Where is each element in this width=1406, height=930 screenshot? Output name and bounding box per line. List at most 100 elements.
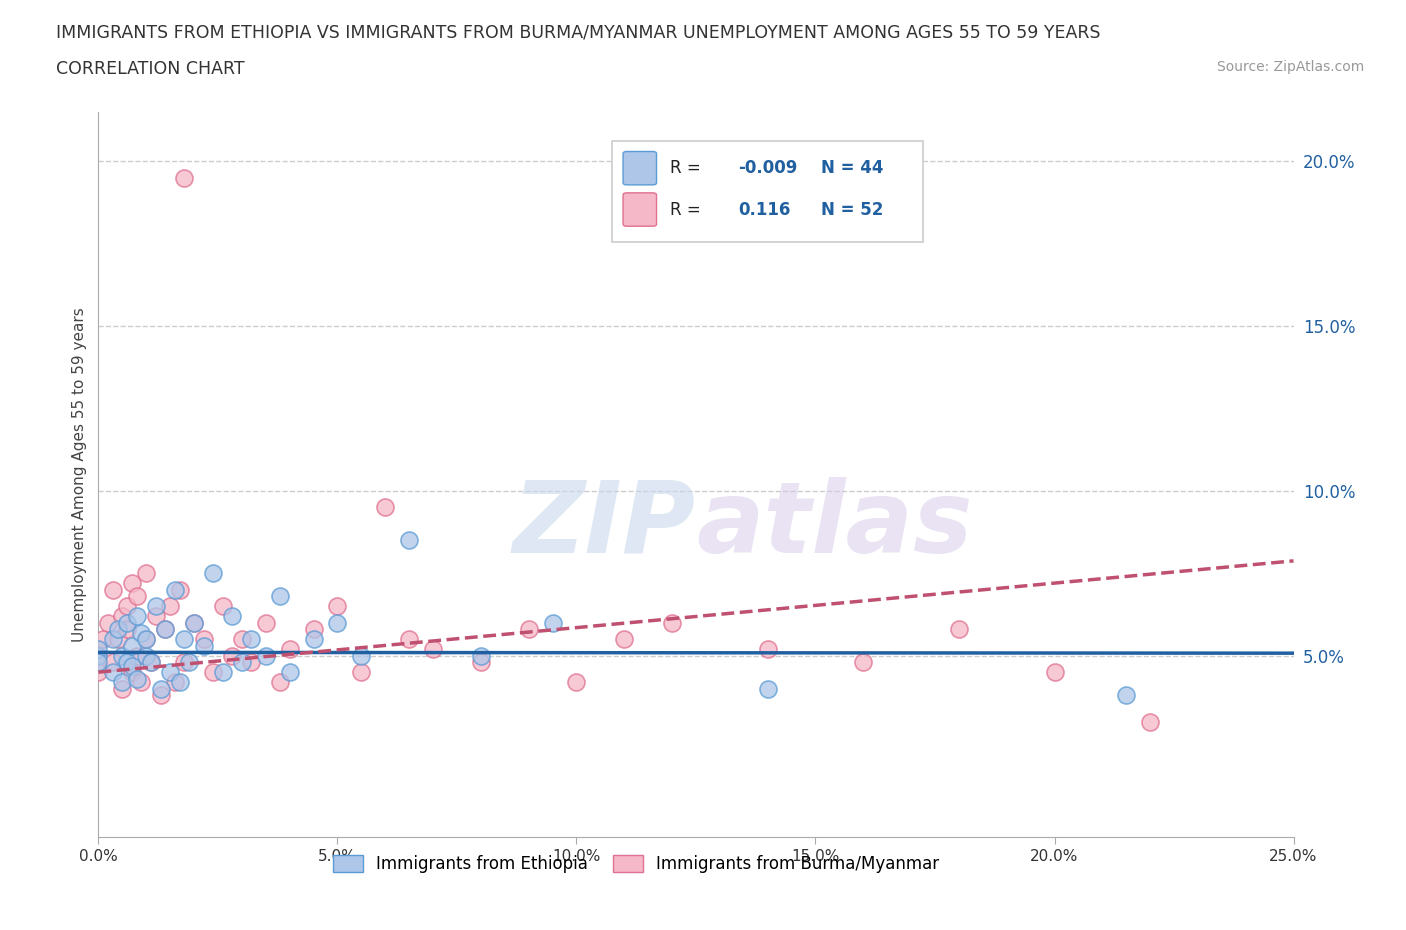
Point: [613, 631, 636, 646]
Point: [107, 622, 129, 637]
Point: [101, 655, 124, 670]
Point: [565, 674, 588, 689]
Point: [155, 622, 177, 637]
Point: [121, 665, 143, 680]
Point: [269, 589, 291, 604]
Point: [149, 688, 172, 703]
Point: [111, 608, 134, 623]
Point: [231, 631, 253, 646]
Point: [398, 533, 420, 548]
Point: [115, 622, 138, 637]
Point: [422, 642, 444, 657]
Point: [115, 655, 138, 670]
Point: [111, 681, 134, 696]
Point: [169, 582, 191, 597]
Text: R =: R =: [669, 201, 700, 219]
Point: [125, 589, 148, 604]
Point: [756, 642, 779, 657]
Point: [87, 665, 110, 680]
Point: [159, 665, 181, 680]
Point: [278, 642, 301, 657]
Point: [948, 622, 970, 637]
Point: [145, 608, 167, 623]
Point: [115, 599, 138, 614]
Point: [163, 582, 186, 597]
Text: R =: R =: [669, 159, 700, 178]
Point: [87, 648, 110, 663]
Point: [125, 608, 148, 623]
Point: [173, 170, 195, 185]
Point: [470, 655, 492, 670]
Point: [254, 616, 277, 631]
Text: N = 52: N = 52: [821, 201, 884, 219]
Point: [163, 674, 186, 689]
Text: N = 44: N = 44: [821, 159, 884, 178]
Legend: Immigrants from Ethiopia, Immigrants from Burma/Myanmar: Immigrants from Ethiopia, Immigrants fro…: [326, 848, 946, 880]
Point: [202, 665, 225, 680]
Point: [470, 648, 492, 663]
Point: [350, 665, 373, 680]
FancyBboxPatch shape: [623, 152, 657, 185]
Point: [278, 665, 301, 680]
Point: [221, 608, 243, 623]
Point: [173, 631, 195, 646]
Point: [159, 599, 181, 614]
Point: [852, 655, 875, 670]
Text: atlas: atlas: [696, 476, 973, 574]
Point: [193, 638, 215, 653]
Point: [517, 622, 540, 637]
Point: [541, 616, 564, 631]
Point: [91, 631, 114, 646]
Y-axis label: Unemployment Among Ages 55 to 59 years: Unemployment Among Ages 55 to 59 years: [72, 307, 87, 642]
Point: [211, 665, 233, 680]
Point: [756, 681, 779, 696]
Point: [269, 674, 291, 689]
Point: [135, 631, 157, 646]
Point: [135, 648, 157, 663]
Point: [87, 655, 110, 670]
Point: [661, 616, 683, 631]
Point: [121, 576, 143, 591]
Point: [87, 648, 110, 663]
Point: [173, 655, 195, 670]
Point: [121, 638, 143, 653]
Point: [350, 648, 373, 663]
Point: [179, 655, 201, 670]
Point: [115, 616, 138, 631]
FancyBboxPatch shape: [613, 140, 922, 242]
Point: [101, 665, 124, 680]
Point: [97, 616, 120, 631]
Point: [326, 616, 349, 631]
Text: IMMIGRANTS FROM ETHIOPIA VS IMMIGRANTS FROM BURMA/MYANMAR UNEMPLOYMENT AMONG AGE: IMMIGRANTS FROM ETHIOPIA VS IMMIGRANTS F…: [56, 23, 1101, 41]
Point: [398, 631, 420, 646]
Point: [326, 599, 349, 614]
Point: [121, 658, 143, 673]
Point: [193, 631, 215, 646]
Point: [139, 655, 162, 670]
Point: [131, 674, 153, 689]
Point: [1115, 688, 1137, 703]
Point: [101, 631, 124, 646]
Point: [139, 655, 162, 670]
Point: [149, 681, 172, 696]
Point: [240, 631, 263, 646]
Point: [221, 648, 243, 663]
Point: [202, 565, 225, 580]
Point: [125, 648, 148, 663]
Text: CORRELATION CHART: CORRELATION CHART: [56, 60, 245, 78]
Point: [155, 622, 177, 637]
Point: [183, 616, 205, 631]
Text: 0.116: 0.116: [738, 201, 790, 219]
Point: [302, 622, 325, 637]
Text: Source: ZipAtlas.com: Source: ZipAtlas.com: [1216, 60, 1364, 74]
Point: [374, 499, 396, 514]
Point: [125, 671, 148, 686]
Point: [135, 631, 157, 646]
Point: [1043, 665, 1066, 680]
Text: -0.009: -0.009: [738, 159, 797, 178]
Point: [254, 648, 277, 663]
Point: [240, 655, 263, 670]
FancyBboxPatch shape: [623, 193, 657, 226]
Point: [183, 616, 205, 631]
Point: [135, 565, 157, 580]
